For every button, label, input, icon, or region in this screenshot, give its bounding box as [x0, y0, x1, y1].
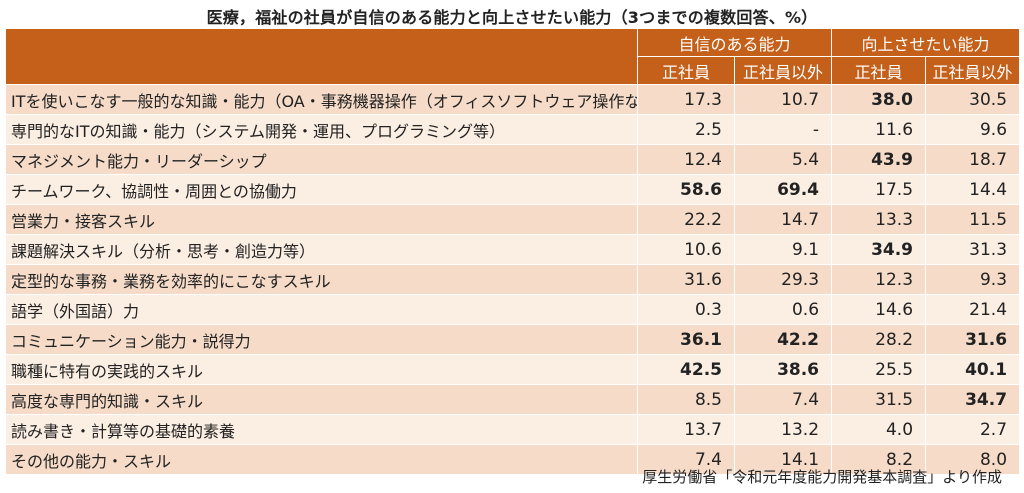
value-cell: 4.0	[831, 414, 927, 445]
value-cell: 11.6	[831, 114, 927, 145]
data-table: 自信のある能力 向上させたい能力 正社員 正社員以外 正社員 正社員以外 ITを…	[5, 28, 1021, 475]
row-label: 語学（外国語）力	[5, 294, 638, 325]
value-cell: 31.6	[637, 264, 735, 295]
table-row: 営業力・接客スキル 22.2 14.7 13.3 11.5	[5, 204, 1021, 235]
value-cell: 13.2	[733, 414, 833, 445]
row-label: 読み書き・計算等の基礎的素養	[5, 414, 638, 445]
header-sub-nonregular: 正社員以外	[925, 56, 1021, 85]
value-cell: 9.3	[925, 264, 1021, 295]
value-cell: 14.4	[925, 174, 1021, 205]
value-cell: 31.3	[925, 234, 1021, 265]
value-cell: 9.6	[925, 114, 1021, 145]
table-row: 高度な専門的知識・スキル 8.5 7.4 31.5 34.7	[5, 384, 1021, 415]
table-row: 語学（外国語）力 0.3 0.6 14.6 21.4	[5, 294, 1021, 325]
value-cell: 17.3	[637, 84, 735, 115]
value-cell: -	[733, 114, 833, 145]
table-row: 読み書き・計算等の基礎的素養 13.7 13.2 4.0 2.7	[5, 414, 1021, 445]
row-label: 高度な専門的知識・スキル	[5, 384, 638, 415]
table-row: その他の能力・スキル 7.4 14.1 8.2 8.0	[5, 444, 1021, 475]
table-row: 定型的な事務・業務を効率的にこなすスキル 31.6 29.3 12.3 9.3	[5, 264, 1021, 295]
value-cell: 8.2	[831, 444, 927, 475]
table-body: ITを使いこなす一般的な知識・能力（OA・事務機器操作（オフィスソフトウェア操作…	[5, 84, 1021, 475]
value-cell: 11.5	[925, 204, 1021, 235]
value-cell: 31.5	[831, 384, 927, 415]
value-cell: 9.1	[733, 234, 833, 265]
source-note: 厚生労働省「令和元年度能力開発基本調査」より作成	[642, 468, 1002, 486]
value-cell: 38.6	[733, 354, 833, 385]
header-sub-regular: 正社員	[637, 56, 735, 85]
value-cell: 38.0	[831, 84, 927, 115]
value-cell: 34.7	[925, 384, 1021, 415]
row-label: 職種に特有の実践的スキル	[5, 354, 638, 385]
value-cell: 29.3	[733, 264, 833, 295]
table-row: コミュニケーション能力・説得力 36.1 42.2 28.2 31.6	[5, 324, 1021, 355]
row-label: 課題解決スキル（分析・思考・創造力等）	[5, 234, 638, 265]
value-cell: 8.5	[637, 384, 735, 415]
value-cell: 42.5	[637, 354, 735, 385]
value-cell: 0.6	[733, 294, 833, 325]
table-row: 職種に特有の実践的スキル 42.5 38.6 25.5 40.1	[5, 354, 1021, 385]
value-cell: 28.2	[831, 324, 927, 355]
value-cell: 12.3	[831, 264, 927, 295]
header-blank	[5, 28, 638, 85]
value-cell: 69.4	[733, 174, 833, 205]
row-label: コミュニケーション能力・説得力	[5, 324, 638, 355]
value-cell: 10.7	[733, 84, 833, 115]
value-cell: 18.7	[925, 144, 1021, 175]
value-cell: 13.7	[637, 414, 735, 445]
header-group-confidence: 自信のある能力	[636, 28, 833, 57]
header-sub-regular: 正社員	[831, 56, 927, 85]
value-cell: 58.6	[637, 174, 735, 205]
row-label: 営業力・接客スキル	[5, 204, 638, 235]
value-cell: 13.3	[831, 204, 927, 235]
value-cell: 30.5	[925, 84, 1021, 115]
value-cell: 40.1	[925, 354, 1021, 385]
row-label: 定型的な事務・業務を効率的にこなすスキル	[5, 264, 638, 295]
table-row: 専門的なITの知識・能力（システム開発・運用、プログラミング等） 2.5-11.6…	[5, 114, 1021, 145]
row-label: その他の能力・スキル	[5, 444, 638, 475]
table-row: 課題解決スキル（分析・思考・創造力等） 10.6 9.1 34.9 31.3	[5, 234, 1021, 265]
header-sub-nonregular: 正社員以外	[733, 56, 833, 85]
value-cell: 12.4	[637, 144, 735, 175]
table-row: ITを使いこなす一般的な知識・能力（OA・事務機器操作（オフィスソフトウェア操作…	[5, 84, 1021, 115]
row-label: マネジメント能力・リーダーシップ	[5, 144, 638, 175]
row-label: ITを使いこなす一般的な知識・能力（OA・事務機器操作（オフィスソフトウェア操作…	[5, 84, 638, 115]
header-group-improve: 向上させたい能力	[831, 28, 1021, 57]
value-cell: 14.6	[831, 294, 927, 325]
table-title: 医療，福祉の社員が自信のある能力と向上させたい能力（3つまでの複数回答、%）	[206, 8, 818, 27]
table-row: マネジメント能力・リーダーシップ 12.4 5.4 43.9 18.7	[5, 144, 1021, 175]
value-cell: 7.4	[733, 384, 833, 415]
value-cell: 21.4	[925, 294, 1021, 325]
value-cell: 17.5	[831, 174, 927, 205]
value-cell: 8.0	[925, 444, 1021, 475]
value-cell: 36.1	[637, 324, 735, 355]
value-cell: 0.3	[637, 294, 735, 325]
value-cell: 31.6	[925, 324, 1021, 355]
value-cell: 2.7	[925, 414, 1021, 445]
value-cell: 42.2	[733, 324, 833, 355]
value-cell: 10.6	[637, 234, 735, 265]
value-cell: 43.9	[831, 144, 927, 175]
value-cell: 14.7	[733, 204, 833, 235]
table-row: チームワーク、協調性・周囲との協働力 58.6 69.4 17.5 14.4	[5, 174, 1021, 205]
value-cell: 22.2	[637, 204, 735, 235]
row-label: 専門的なITの知識・能力（システム開発・運用、プログラミング等）	[5, 114, 638, 145]
row-label: チームワーク、協調性・周囲との協働力	[5, 174, 638, 205]
value-cell: 2.5	[637, 114, 735, 145]
value-cell: 34.9	[831, 234, 927, 265]
value-cell: 14.1	[733, 444, 833, 475]
value-cell: 5.4	[733, 144, 833, 175]
value-cell: 25.5	[831, 354, 927, 385]
